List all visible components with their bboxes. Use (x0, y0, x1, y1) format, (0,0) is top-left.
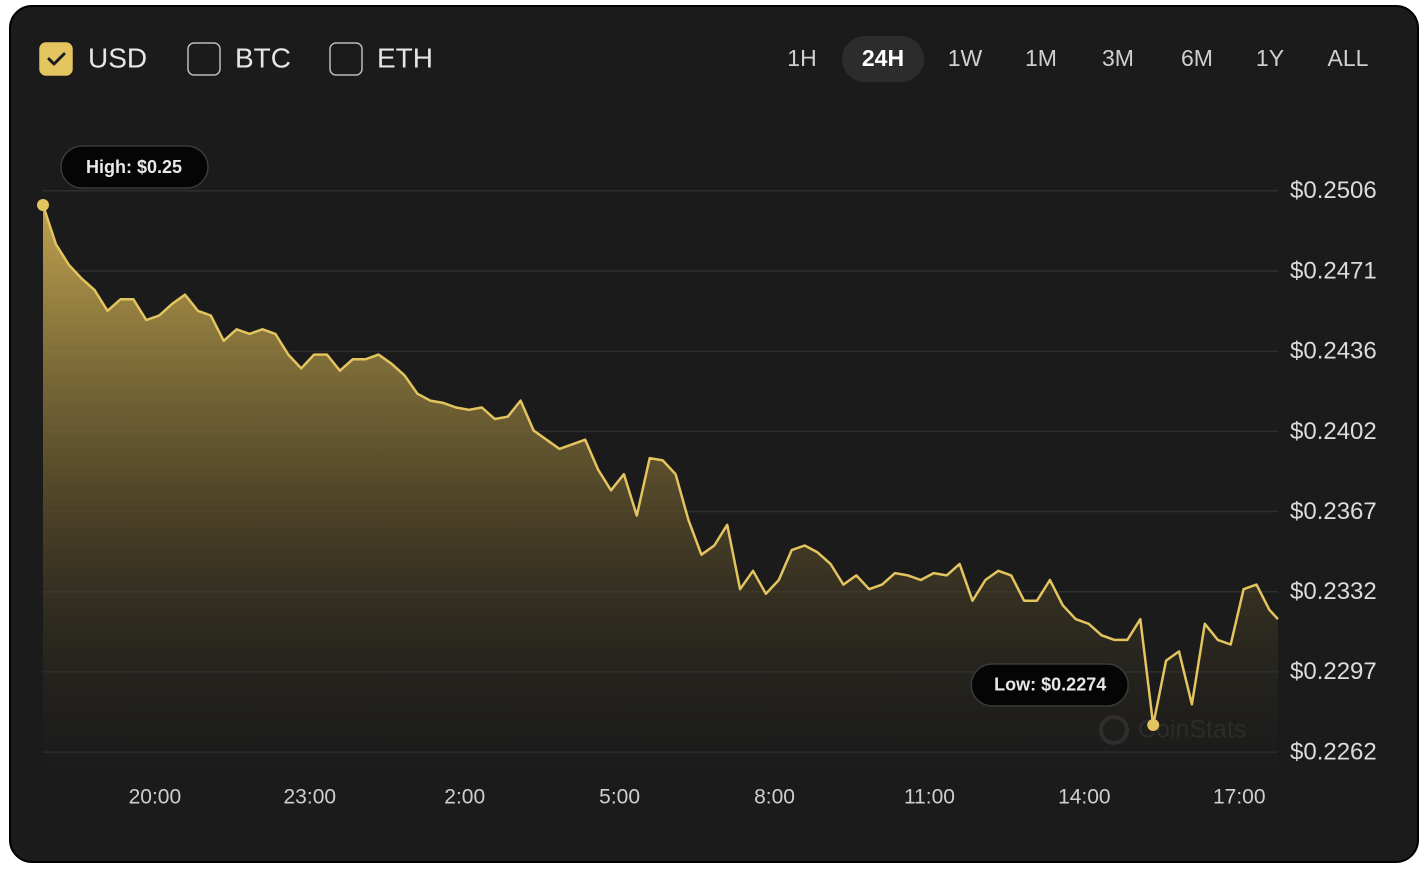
low-label: Low: $0.2274 (994, 675, 1106, 695)
currency-label[interactable]: BTC (235, 42, 291, 73)
low-dot (1147, 718, 1160, 731)
high-dot (37, 199, 49, 212)
y-tick-label: $0.2402 (1290, 418, 1377, 445)
y-tick-label: $0.2506 (1290, 177, 1377, 204)
check-icon (47, 52, 66, 66)
price-line (41, 204, 1279, 727)
x-tick-label: 17:00 (1213, 786, 1266, 809)
currency-label[interactable]: ETH (377, 42, 433, 73)
range-button[interactable]: 1Y (1256, 45, 1284, 71)
y-tick-label: $0.2332 (1290, 578, 1377, 605)
y-tick-label: $0.2471 (1290, 257, 1377, 284)
x-tick-label: 14:00 (1058, 786, 1111, 809)
high-label: High: $0.25 (86, 157, 182, 177)
range-button[interactable]: 1W (948, 45, 983, 71)
high-label-bg (60, 145, 209, 189)
checkbox[interactable] (329, 42, 363, 76)
x-tick-label: 5:00 (599, 786, 640, 809)
checkbox[interactable] (39, 42, 73, 76)
range-active-bg (842, 36, 924, 82)
y-tick-label: $0.2297 (1290, 658, 1377, 685)
range-button[interactable]: 1M (1025, 45, 1057, 71)
checkbox[interactable] (187, 42, 221, 76)
y-tick-label: $0.2367 (1290, 498, 1377, 525)
range-button[interactable]: 6M (1181, 45, 1213, 71)
low-label-bg (970, 663, 1129, 707)
y-tick-label: $0.2262 (1290, 738, 1377, 765)
range-button[interactable]: 1H (787, 45, 816, 71)
x-tick-label: 2:00 (444, 786, 485, 809)
x-tick-label: 23:00 (284, 786, 337, 809)
area (43, 205, 1278, 771)
x-tick-label: 20:00 (129, 786, 182, 809)
range-button[interactable]: 3M (1102, 45, 1134, 71)
x-tick-label: 11:00 (904, 786, 955, 809)
range-button[interactable]: 24H (862, 45, 904, 71)
range-button[interactable]: ALL (1328, 45, 1369, 71)
currency-label[interactable]: USD (88, 42, 147, 73)
y-tick-label: $0.2436 (1290, 338, 1377, 365)
x-tick-label: 8:00 (754, 786, 795, 809)
